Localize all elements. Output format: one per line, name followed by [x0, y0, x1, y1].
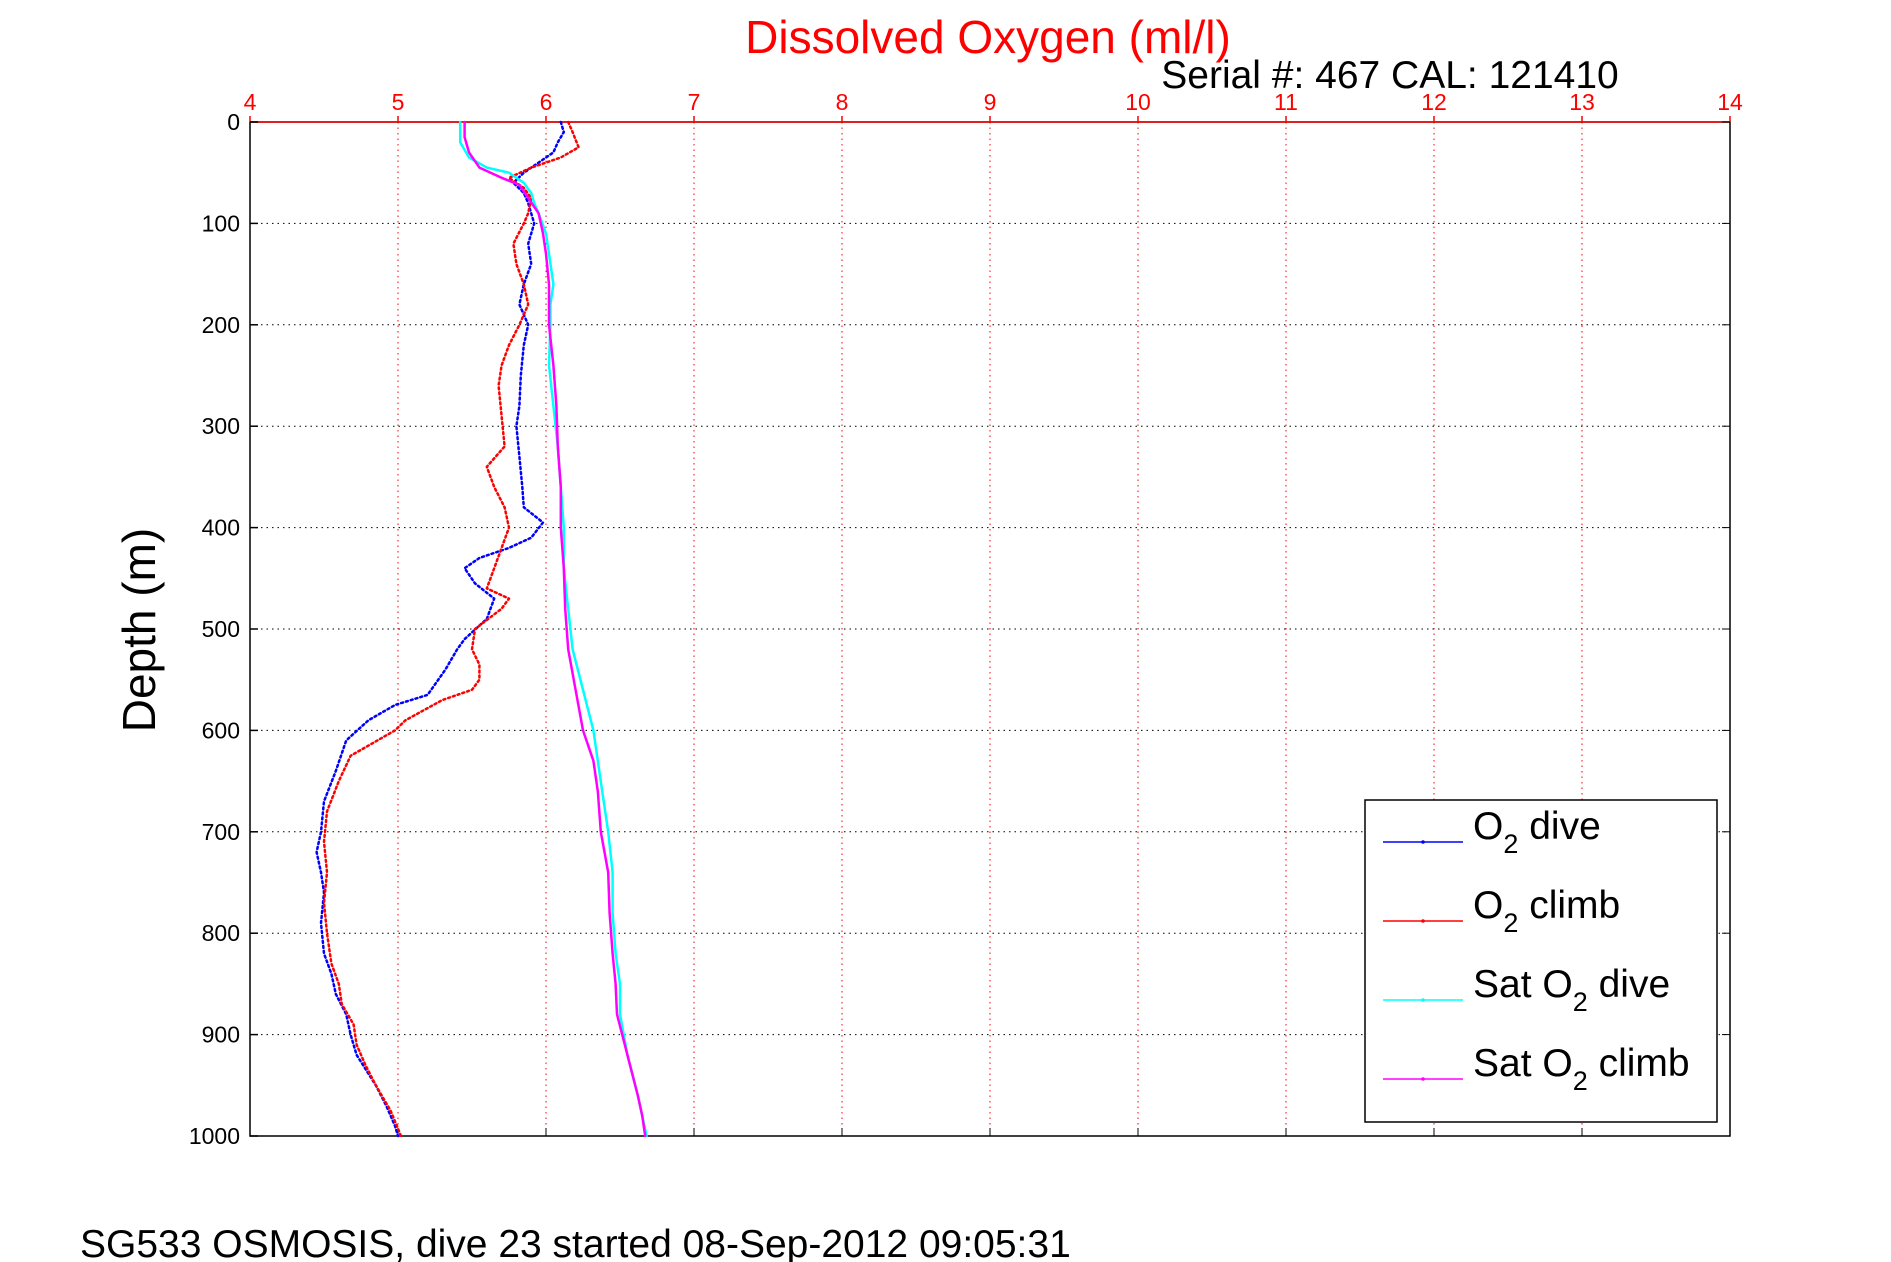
x-tick-label: 12: [1421, 89, 1447, 115]
legend-marker: [1421, 1077, 1425, 1081]
legend-label: Sat O2 climb: [1473, 1042, 1690, 1096]
y-tick-label: 900: [202, 1022, 240, 1048]
legend-label: O2 dive: [1473, 805, 1601, 859]
x-tick-label: 13: [1569, 89, 1595, 115]
legend-label-rest: climb: [1588, 1042, 1690, 1085]
legend-marker: [1421, 998, 1425, 1002]
y-tick-label: 600: [202, 717, 240, 743]
x-tick-label: 9: [984, 89, 997, 115]
x-axis-ticks: 4 5 6 7 8 9 10 11 12 13 14: [244, 89, 1743, 1136]
y-tick-label: 200: [202, 312, 240, 338]
y-tick-label: 800: [202, 920, 240, 946]
legend-label: O2 climb: [1473, 884, 1620, 938]
y-tick-label: 700: [202, 819, 240, 845]
legend-label-subscript: 2: [1503, 829, 1518, 859]
legend-label-subscript: 2: [1573, 987, 1588, 1017]
y-tick-label: 500: [202, 616, 240, 642]
y-tick-label: 1000: [189, 1123, 240, 1149]
x-tick-label: 11: [1274, 89, 1298, 115]
legend-label-subscript: 2: [1573, 1066, 1588, 1096]
legend-label: Sat O2 dive: [1473, 963, 1670, 1017]
serial-cal-label: Serial #: 467 CAL: 121410: [1161, 54, 1619, 97]
legend-label-main: O: [1473, 805, 1503, 848]
y-tick-label: 0: [227, 109, 240, 135]
legend-box: [1364, 799, 1718, 1123]
legend-marker: [1421, 840, 1425, 844]
chart-title: Dissolved Oxygen (ml/l): [745, 11, 1231, 63]
y-tick-label: 100: [202, 210, 240, 236]
legend-label-main: Sat O: [1473, 1042, 1573, 1085]
legend-label-main: Sat O: [1473, 963, 1573, 1006]
y-axis-ticks: 0 100 200 300 400 500 600 700 800 900 1000: [189, 109, 1730, 1149]
y-tick-label: 400: [202, 515, 240, 541]
x-tick-label: 4: [244, 89, 257, 115]
legend-label-rest: dive: [1518, 805, 1600, 848]
x-tick-label: 14: [1717, 89, 1743, 115]
legend-label-subscript: 2: [1503, 908, 1518, 938]
legend-label-main: O: [1473, 884, 1503, 927]
x-tick-label: 7: [688, 89, 701, 115]
series-sat-o2-climb: [463, 120, 647, 1138]
x-tick-label: 8: [836, 89, 849, 115]
series-layer: [315, 120, 648, 1138]
y-axis-title: Depth (m): [113, 528, 165, 732]
series-o2-climb: [322, 120, 580, 1138]
series-o2-dive: [315, 120, 566, 1138]
legend-label-rest: dive: [1588, 963, 1670, 1006]
legend-label-rest: climb: [1518, 884, 1620, 927]
y-tick-label: 300: [202, 413, 240, 439]
x-tick-label: 10: [1125, 89, 1151, 115]
dive-caption: SG533 OSMOSIS, dive 23 started 08-Sep-20…: [80, 1223, 1071, 1262]
x-tick-label: 5: [392, 89, 405, 115]
legend-marker: [1421, 919, 1425, 923]
x-tick-label: 6: [540, 89, 553, 115]
